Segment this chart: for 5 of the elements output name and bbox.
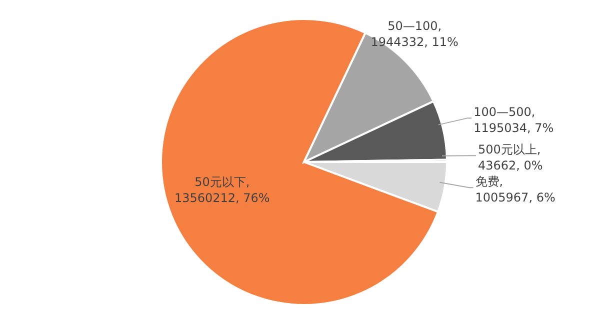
slice-label: 免费, 1005967, 6% bbox=[475, 174, 556, 205]
slice-label: 100—500, 1195034, 7% bbox=[474, 105, 554, 136]
slice-label: 50元以下, 13560212, 76% bbox=[174, 175, 270, 206]
slice-label: 50—100, 1944332, 11% bbox=[370, 19, 458, 50]
slice-label: 500元以上, 43662, 0% bbox=[478, 142, 543, 173]
